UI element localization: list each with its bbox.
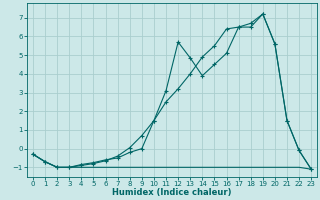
X-axis label: Humidex (Indice chaleur): Humidex (Indice chaleur) [112, 188, 232, 197]
